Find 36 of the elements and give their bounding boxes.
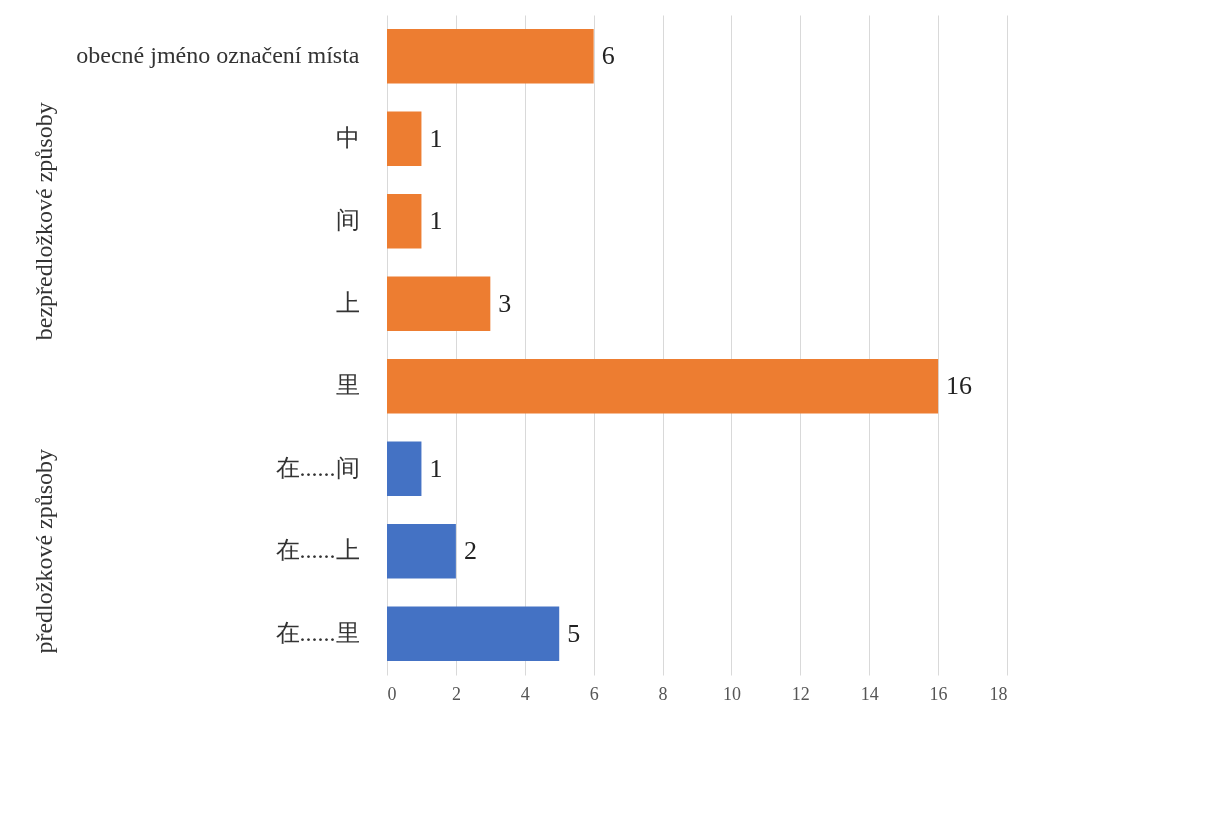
x-tick-label: 2 [451, 683, 461, 704]
data-label: 1 [429, 123, 443, 153]
y-tick-label: 上 [335, 289, 360, 316]
y-tick-label: obecné jméno označení místa [76, 42, 360, 69]
x-tick-label: 4 [520, 683, 530, 704]
x-tick-label: 14 [860, 683, 879, 704]
data-label: 5 [567, 618, 581, 648]
data-label: 1 [429, 453, 443, 483]
bar [387, 194, 422, 249]
x-tick-label: 12 [791, 683, 810, 704]
y-tick-label: 在......间 [275, 454, 360, 481]
bar [387, 276, 491, 331]
data-label: 6 [601, 41, 615, 71]
bar [387, 359, 939, 414]
bar [387, 441, 422, 496]
y-tick-label: 在......里 [275, 619, 360, 646]
x-tick-label: 0 [387, 683, 397, 704]
data-label: 2 [463, 536, 477, 566]
data-label: 16 [946, 371, 973, 401]
bar [387, 524, 456, 579]
text: předložkové způsoby [31, 448, 57, 654]
x-tick-label: 10 [722, 683, 741, 704]
y-tick-label: 里 [335, 372, 360, 399]
data-label: 3 [498, 288, 512, 318]
y-tick-label: 中 [335, 124, 360, 151]
x-tick-label: 18 [989, 683, 1008, 704]
bar [387, 29, 594, 84]
bar [387, 111, 422, 166]
bar [387, 606, 560, 661]
y-tick-label: 间 [335, 207, 360, 234]
text: bezpředložkové způsoby [31, 102, 57, 341]
y-tick-label: 在......上 [275, 537, 360, 564]
x-tick-label: 6 [589, 683, 599, 704]
data-label: 1 [429, 206, 443, 236]
x-tick-label: 16 [929, 683, 948, 704]
x-tick-label: 8 [658, 683, 668, 704]
